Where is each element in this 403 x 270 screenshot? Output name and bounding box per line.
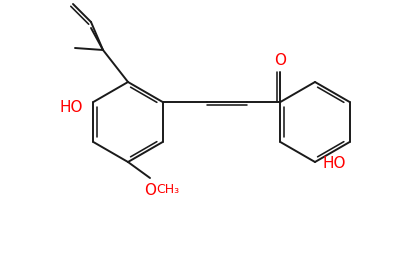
Text: O: O (274, 53, 287, 68)
Text: HO: HO (323, 157, 347, 171)
Text: CH₃: CH₃ (156, 183, 179, 196)
Text: HO: HO (60, 100, 83, 116)
Text: O: O (144, 183, 156, 198)
